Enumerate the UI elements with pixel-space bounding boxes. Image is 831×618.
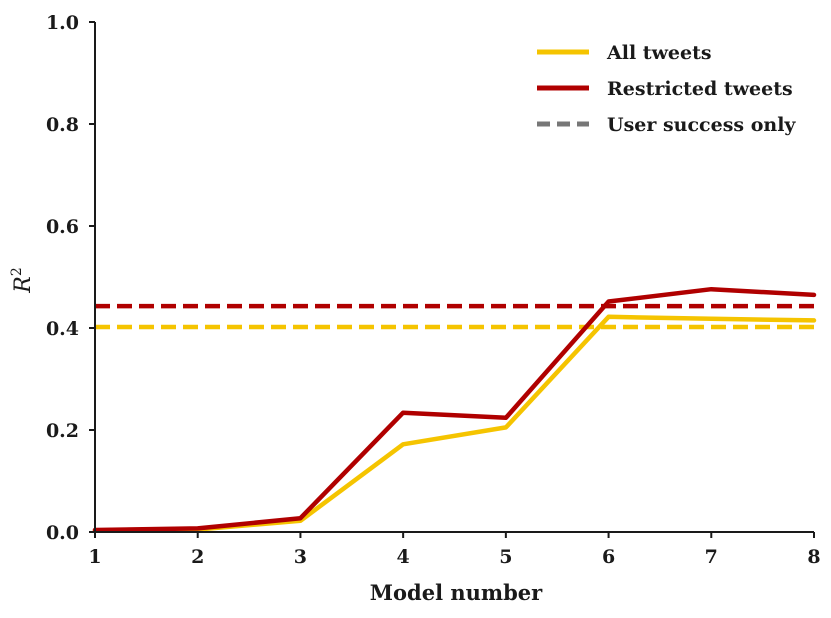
y-axis-title-superscript: 2 bbox=[9, 267, 25, 276]
series-line-restricted-tweets bbox=[92, 286, 817, 533]
x-tick-label: 8 bbox=[807, 546, 820, 568]
series-layer bbox=[92, 286, 817, 533]
y-tick-label: 0.8 bbox=[46, 114, 79, 136]
y-axis-title-base: R bbox=[11, 276, 36, 294]
axes-layer bbox=[94, 22, 814, 533]
x-tick-label: 6 bbox=[602, 546, 615, 568]
y-tick-label: 1.0 bbox=[46, 12, 79, 34]
x-tick-label: 5 bbox=[499, 546, 512, 568]
y-tick-label: 0.4 bbox=[46, 318, 79, 340]
y-tick-label: 0.0 bbox=[46, 522, 79, 544]
legend-label: User success only bbox=[607, 114, 796, 136]
y-tick-label: 0.2 bbox=[46, 420, 79, 442]
x-tick-label: 7 bbox=[705, 546, 718, 568]
x-tick-label: 3 bbox=[294, 546, 307, 568]
legend: All tweets Restricted tweets User success … bbox=[537, 42, 796, 136]
x-tick-label: 2 bbox=[191, 546, 204, 568]
series-line-all-tweets bbox=[92, 314, 817, 533]
x-tick-label: 4 bbox=[397, 546, 410, 568]
x-axis-title: Model number bbox=[370, 580, 543, 605]
legend-label: Restricted tweets bbox=[607, 78, 793, 100]
x-tick-label: 1 bbox=[88, 546, 101, 568]
y-axis-title: R2 bbox=[9, 267, 36, 294]
legend-label: All tweets bbox=[606, 42, 712, 64]
baselines-layer bbox=[95, 303, 814, 330]
ticks-layer: 0.0 0.2 0.4 0.6 0.8 1.0 1 2 3 4 5 6 7 8 bbox=[46, 12, 821, 568]
y-tick-label: 0.6 bbox=[46, 216, 79, 238]
